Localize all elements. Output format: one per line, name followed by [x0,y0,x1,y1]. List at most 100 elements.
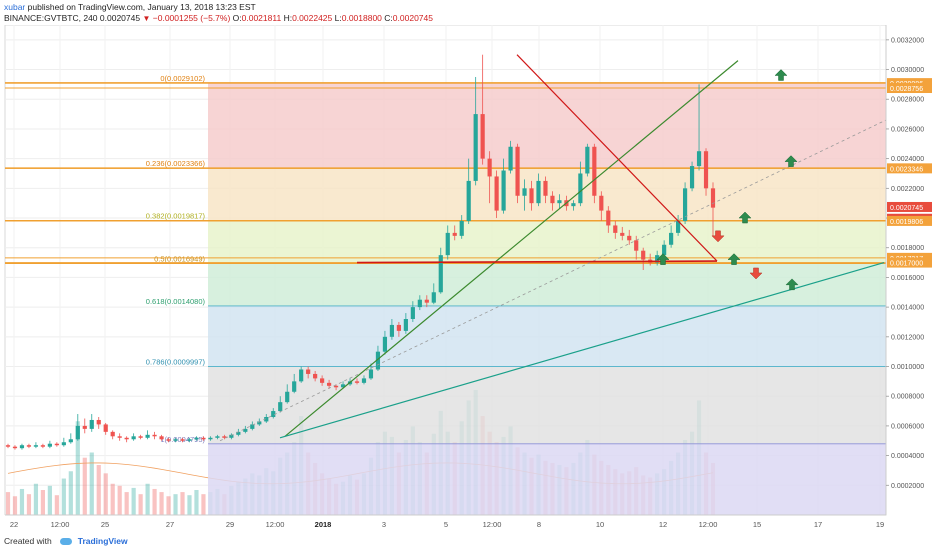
candle-body [145,434,150,438]
candle-body [152,434,157,437]
candle-body [40,445,45,447]
created-with-text: Created with [4,536,52,546]
candle-body [103,424,108,432]
volume-bar [131,487,136,515]
candle-body [47,443,52,447]
price-tag-label: 0.0023346 [890,166,923,173]
candle-body [571,203,576,207]
author-link[interactable]: xubar [4,2,26,12]
candle-body [33,445,39,447]
candle-body [480,114,485,159]
candle-body [264,417,269,422]
x-tick-label: 12:00 [699,520,718,529]
candle-body [333,385,339,388]
candle-body [250,424,255,429]
last-price: 0.0020745 [99,13,141,23]
candle-body [696,151,702,167]
candle-body [445,232,450,256]
up-arrow-shape [727,253,741,265]
x-tick-label: 5 [444,520,448,529]
price-tag-label: 0.0017000 [890,261,923,268]
candle-body [389,324,395,337]
price-chart[interactable]: 0(0.0029102) 0.236(0.0023366) 0.382(0.0019… [0,24,932,533]
fib-zone [208,366,886,444]
x-tick-label: 10 [596,520,604,529]
candle-body [620,232,625,236]
volume-bar [117,485,122,515]
price-tag [887,201,932,212]
candle-body [662,244,667,256]
candle-body [599,195,604,211]
candle-body [159,436,164,440]
candle-body [438,255,443,293]
close-value: 0.0020745 [392,13,433,23]
low-value: 0.0018800 [341,13,382,23]
high-value: 0.0022425 [292,13,333,23]
y-tick-label: 0.0028000 [891,97,924,104]
candle-body [529,188,534,204]
fib-zone [208,82,886,169]
candle-body [655,255,660,263]
candle-body [131,436,136,440]
candle-body [592,146,597,196]
candle-body [96,419,101,425]
volume-bar [201,494,206,515]
volume-bar [47,485,52,515]
candle-body [124,437,129,440]
candle-body [187,439,192,441]
price-change: −0.0001255 (−5.7%) [152,13,231,23]
candle-body [473,114,478,181]
candle-body [585,146,590,174]
candle-body [243,428,248,432]
volume-bar [75,421,80,515]
x-tick-label: 12:00 [483,520,502,529]
candle-body [68,439,73,443]
volume-bar [194,490,199,515]
symbol-label: BINANCE:GVTBTC, 240 [4,13,98,23]
fib-zone [208,305,886,367]
candle-body [606,210,611,226]
fib-label: 0(0.0029102) [160,74,205,83]
descending-resistance [516,54,718,262]
candle-body [431,292,436,303]
down-arrow-icon [711,230,725,243]
candle-body [82,425,87,429]
candle-body [424,299,429,303]
y-tick-label: 0.0010000 [891,364,924,371]
candle-body [89,419,94,429]
candle-body [382,336,388,352]
volume-bar [173,494,178,515]
price-tag-label: 0.0028756 [890,86,923,93]
y-tick-label: 0.0018000 [891,245,924,252]
candle-body [613,225,618,233]
y-axis-background [886,25,932,515]
candle-body [271,411,276,417]
candle-body [326,382,332,386]
x-tick-label: 29 [226,520,234,529]
volume-bar [33,483,39,515]
candle-body [710,188,716,208]
price-tag-label: 0.0020745 [890,205,923,212]
candle-body [138,436,143,438]
candle-body [166,439,171,441]
candle-body [689,166,695,189]
tradingview-brand[interactable]: TradingView [77,536,128,546]
candle-body [396,324,401,331]
chart-area[interactable]: 0(0.0029102) 0.236(0.0023366) 0.382(0.0019… [0,24,932,533]
candle-body [236,431,241,435]
volume-bar [187,495,192,515]
volume-bar [40,490,45,515]
candle-body [313,373,318,379]
candle-body [222,436,227,438]
fib-zone [208,220,886,264]
price-tag [887,163,932,174]
y-tick-label: 0.0014000 [891,305,924,312]
candle-body [278,402,283,412]
x-tick-label: 17 [814,520,822,529]
candle-body [543,180,548,196]
up-arrow-shape [656,253,670,265]
horizontal-support [356,260,718,264]
fib-label: 0.5(0.0016949) [154,254,205,263]
y-tick-label: 0.0030000 [891,67,924,74]
y-tick-label: 0.0022000 [891,186,924,193]
